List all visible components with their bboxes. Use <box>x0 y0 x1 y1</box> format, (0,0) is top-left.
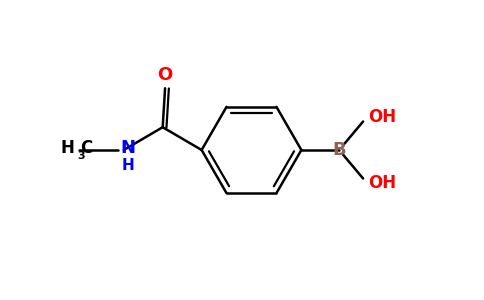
Text: OH: OH <box>368 174 396 192</box>
Text: H: H <box>60 139 74 157</box>
Text: N: N <box>120 139 135 157</box>
Text: O: O <box>157 65 173 83</box>
Text: OH: OH <box>368 108 396 126</box>
Text: B: B <box>333 141 346 159</box>
Text: C: C <box>80 139 93 157</box>
Text: 3: 3 <box>77 151 85 161</box>
Text: H: H <box>121 158 134 173</box>
